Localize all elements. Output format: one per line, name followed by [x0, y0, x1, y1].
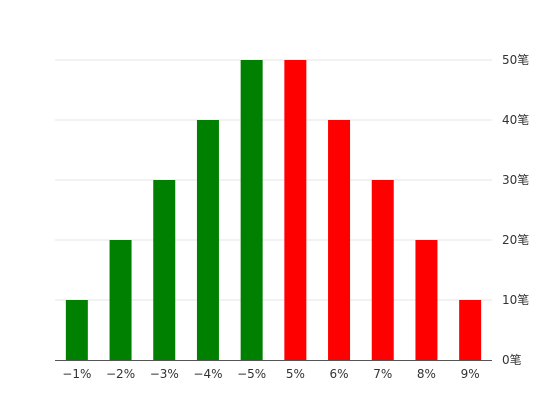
- x-tick-label: 8%: [417, 367, 436, 381]
- y-tick-label: 50笔: [502, 52, 529, 67]
- y-tick-label: 0笔: [502, 352, 522, 367]
- bar: [240, 60, 263, 360]
- y-tick-label: 30笔: [502, 172, 529, 187]
- x-tick-label: 6%: [330, 367, 349, 381]
- x-tick-label: −3%: [150, 367, 179, 381]
- bar: [153, 180, 176, 360]
- x-tick-labels: −1% −2% −3% −4% −5% 5% 6% 7% 8% 9%: [62, 367, 479, 381]
- bars: [65, 60, 482, 360]
- bar: [196, 120, 219, 360]
- x-tick-label: −2%: [106, 367, 135, 381]
- y-tick-labels: 0笔 10笔 20笔 30笔 40笔 50笔: [502, 52, 529, 367]
- bar: [328, 120, 351, 360]
- bar: [65, 300, 88, 360]
- x-tick-label: 5%: [286, 367, 305, 381]
- x-tick-label: −4%: [193, 367, 222, 381]
- x-tick-label: 7%: [373, 367, 392, 381]
- x-tick-label: −5%: [237, 367, 266, 381]
- y-tick-label: 40笔: [502, 112, 529, 127]
- bar: [459, 300, 482, 360]
- y-tick-label: 10笔: [502, 292, 529, 307]
- bar: [284, 60, 307, 360]
- x-tick-label: −1%: [62, 367, 91, 381]
- bar: [415, 240, 438, 360]
- bar: [109, 240, 132, 360]
- bar: [371, 180, 394, 360]
- y-tick-label: 20笔: [502, 232, 529, 247]
- x-tick-label: 9%: [461, 367, 480, 381]
